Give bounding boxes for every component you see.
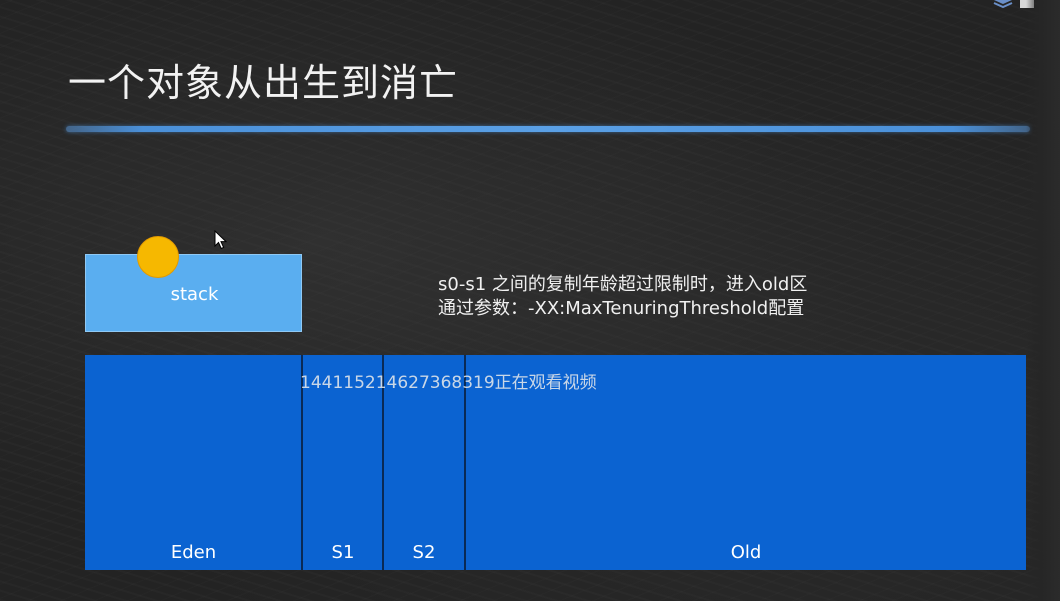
mouse-pointer-icon [214,230,228,250]
stack-box: stack [85,254,302,332]
stack-label: stack [170,284,219,305]
region-label-s1: S1 [331,542,355,563]
region-s2: S2 [384,355,464,570]
viewer-watermark: 1441152146273683​19正在观看视频 [300,373,597,393]
region-s1: S1 [303,355,383,570]
region-divider [301,355,303,570]
logo-icon [993,0,1034,9]
region-old: Old [466,355,1026,570]
note-line-1: s0-s1 之间的复制年龄超过限制时，进入old区 [438,274,808,295]
region-divider [464,355,466,570]
region-eden: Eden [85,355,302,570]
note-line-2: 通过参数：-XX:MaxTenuringThreshold配置 [438,298,805,319]
region-label-s2: S2 [412,542,436,563]
heap-area: Eden S1 S2 Old [85,355,1026,570]
region-label-old: Old [730,542,762,563]
region-label-eden: Eden [170,542,217,563]
region-divider [382,355,384,570]
slide-title: 一个对象从出生到消亡 [68,61,459,105]
title-underline [66,126,1030,132]
object-circle [137,236,179,278]
